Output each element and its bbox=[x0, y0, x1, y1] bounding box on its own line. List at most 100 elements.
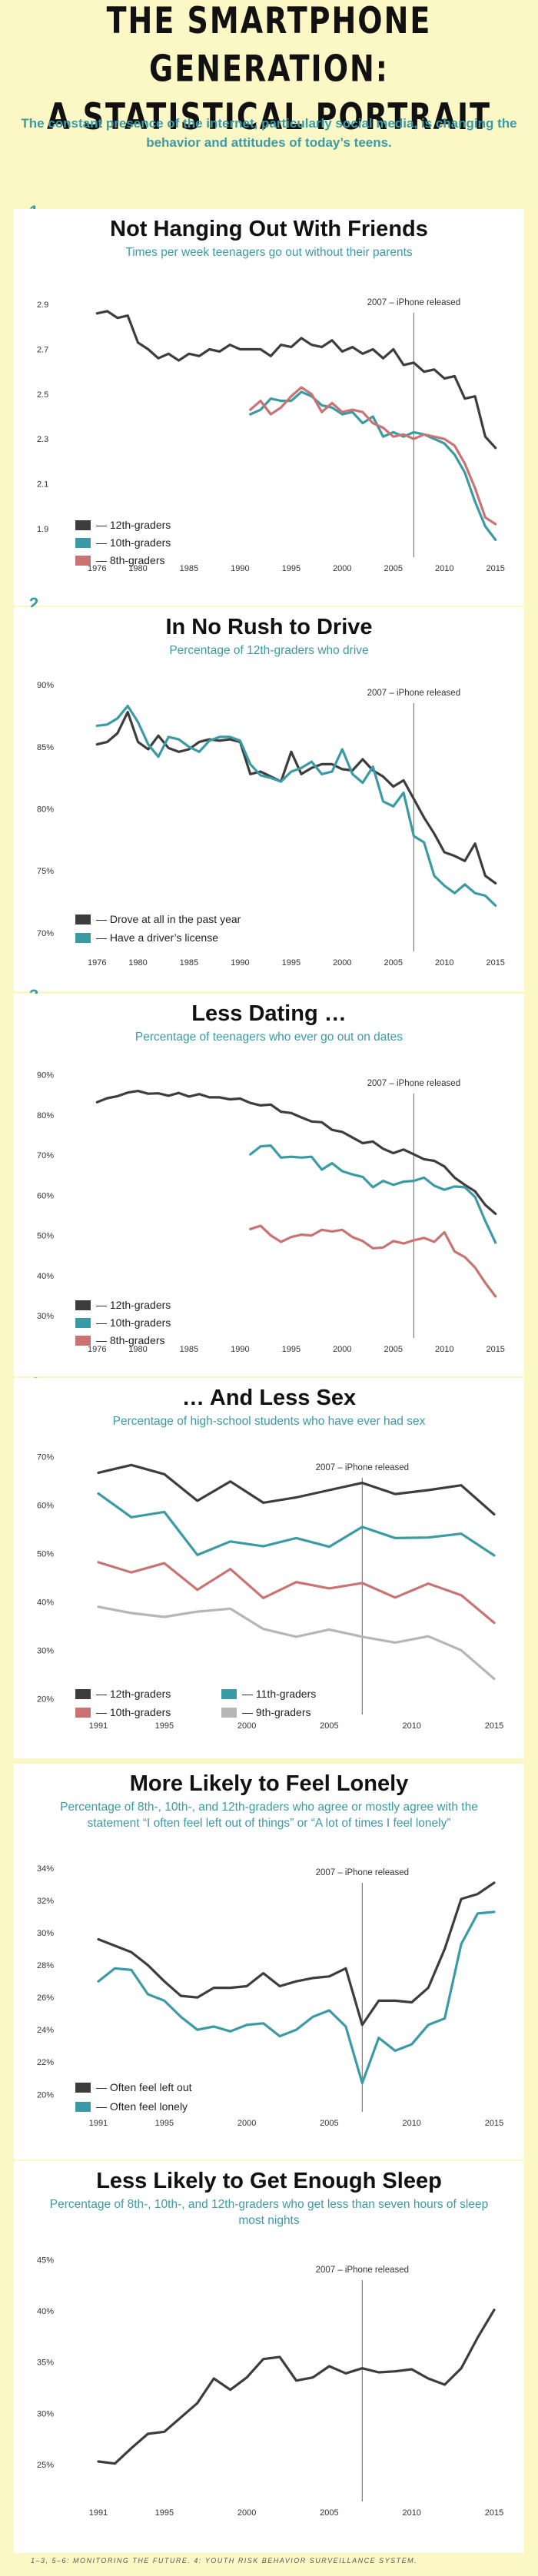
legend-label: — Drove at all in the past year bbox=[96, 913, 241, 925]
series-line bbox=[249, 1144, 497, 1244]
x-tick-label: 1976 bbox=[88, 958, 106, 968]
x-tick-label: 1995 bbox=[155, 2119, 174, 2128]
y-tick-label: 85% bbox=[37, 743, 54, 752]
x-tick-label: 1995 bbox=[282, 564, 301, 573]
x-tick-label: 1991 bbox=[89, 1721, 108, 1731]
y-tick-label: 20% bbox=[37, 1695, 54, 1704]
chart-panel: Not Hanging Out With Friends Times per we… bbox=[14, 209, 524, 606]
x-tick-label: 2000 bbox=[333, 1345, 351, 1354]
y-tick-label: 70% bbox=[37, 1453, 54, 1462]
x-tick-label: 2005 bbox=[384, 1345, 403, 1354]
series-line bbox=[95, 704, 497, 907]
y-tick-label: 45% bbox=[37, 2256, 54, 2265]
y-tick-label: 24% bbox=[37, 2026, 54, 2035]
x-tick-label: 2005 bbox=[384, 958, 403, 968]
x-tick-label: 1991 bbox=[89, 2508, 108, 2518]
chart-panel: More Likely to Feel Lonely Percentage of … bbox=[14, 1764, 524, 2159]
legend-label: — Have a driver’s license bbox=[96, 931, 218, 944]
legend-swatch bbox=[75, 1300, 91, 1310]
x-tick-label: 1985 bbox=[180, 564, 198, 573]
y-tick-label: 40% bbox=[37, 1598, 54, 1607]
y-tick-label: 30% bbox=[37, 1312, 54, 1321]
y-tick-label: 40% bbox=[37, 2307, 54, 2316]
chart-svg: 70% 75% 80% 85% 90% 1976 1980 1985 1990 1995 2000 2… bbox=[37, 681, 505, 968]
y-tick-label: 22% bbox=[37, 2058, 54, 2067]
legend-swatch bbox=[75, 1318, 91, 1328]
x-tick-label: 2005 bbox=[320, 1721, 338, 1731]
legend-label: — 12th-graders bbox=[96, 519, 171, 531]
y-tick-label: 2.7 bbox=[37, 346, 48, 355]
chart-subtitle: Times per week teenagers go out without … bbox=[125, 246, 413, 259]
y-tick-label: 2.9 bbox=[37, 300, 48, 310]
iphone-release-annotation: 2007 – iPhone released bbox=[367, 689, 461, 698]
legend-swatch bbox=[75, 1708, 91, 1718]
chart-panel: In No Rush to Drive Percentage of 12th-gr… bbox=[14, 607, 524, 991]
x-tick-label: 2010 bbox=[435, 1345, 453, 1354]
x-tick-label: 2010 bbox=[402, 2119, 420, 2128]
y-tick-label: 35% bbox=[37, 2359, 54, 2368]
x-tick-label: 2000 bbox=[333, 564, 351, 573]
legend-swatch bbox=[221, 1708, 237, 1718]
chart-svg: 30% 40% 50% 60% 70% 80% 90% 1976 1980 1985 1990 199… bbox=[37, 1071, 505, 1354]
y-tick-label: 30% bbox=[37, 1646, 54, 1655]
x-tick-label: 1980 bbox=[128, 1345, 147, 1354]
legend-swatch bbox=[221, 1689, 237, 1699]
y-tick-label: 60% bbox=[37, 1191, 54, 1200]
chart-title: In No Rush to Drive bbox=[165, 615, 373, 639]
x-tick-label: 1980 bbox=[128, 564, 147, 573]
chart-svg: 25% 30% 35% 40% 45% 1991 1995 2000 2005 2010 2015 2… bbox=[37, 2256, 503, 2518]
chart-svg: 1.9 2.1 2.3 2.5 2.7 2.9 1976 1980 1985 1990 1995 20… bbox=[37, 298, 505, 573]
chart-subtitle: Percentage of high-school students who h… bbox=[112, 1415, 426, 1428]
chart-title: … And Less Sex bbox=[181, 1386, 357, 1410]
x-tick-label: 2010 bbox=[435, 958, 453, 968]
x-tick-label: 2015 bbox=[486, 564, 504, 573]
x-tick-label: 2000 bbox=[237, 2119, 256, 2128]
legend-swatch bbox=[75, 2083, 91, 2093]
chart-title: More Likely to Feel Lonely bbox=[129, 1771, 409, 1796]
series-line bbox=[97, 1561, 496, 1625]
legend-label: — 10th-graders bbox=[96, 1706, 171, 1718]
series-line bbox=[97, 1605, 496, 1681]
y-tick-label: 30% bbox=[37, 2409, 54, 2418]
legend-label: — 9th-graders bbox=[242, 1706, 311, 1718]
y-tick-label: 2.5 bbox=[37, 390, 48, 400]
x-tick-label: 1980 bbox=[128, 958, 147, 968]
iphone-release-annotation: 2007 – iPhone released bbox=[316, 1868, 410, 1877]
main-title-line2: A STATISTICAL PORTRAIT bbox=[46, 95, 492, 138]
x-tick-label: 2000 bbox=[237, 1721, 256, 1731]
legend-label: — Often feel left out bbox=[96, 2081, 192, 2093]
y-tick-label: 25% bbox=[37, 2461, 54, 2470]
chart-subtitle: Percentage of 12th-graders who drive bbox=[169, 644, 369, 657]
x-tick-label: 2010 bbox=[402, 2508, 420, 2518]
chart-svg: 20% 22% 24% 26% 28% 30% 32% 34% 1991 1995 2000 2005… bbox=[37, 1864, 503, 2128]
x-tick-label: 1995 bbox=[155, 2508, 174, 2518]
y-tick-label: 28% bbox=[37, 1961, 54, 1970]
x-tick-label: 2005 bbox=[384, 564, 403, 573]
x-tick-label: 2015 bbox=[486, 1345, 504, 1354]
x-tick-label: 1976 bbox=[88, 564, 106, 573]
x-tick-label: 1985 bbox=[180, 1345, 198, 1354]
main-subtitle: The constant presence of the internet, p… bbox=[21, 116, 517, 150]
legend-swatch bbox=[75, 933, 91, 943]
iphone-release-annotation: 2007 – iPhone released bbox=[367, 1079, 461, 1088]
legend-swatch bbox=[75, 1689, 91, 1699]
chart-panel: … And Less Sex Percentage of high-school … bbox=[14, 1378, 524, 1758]
x-tick-label: 1990 bbox=[231, 958, 249, 968]
iphone-release-annotation: 2007 – iPhone released bbox=[316, 2266, 410, 2275]
series-line bbox=[97, 1492, 496, 1557]
y-tick-label: 40% bbox=[37, 1272, 54, 1281]
x-tick-label: 2000 bbox=[237, 2508, 256, 2518]
y-tick-label: 34% bbox=[37, 1864, 54, 1874]
y-tick-label: 70% bbox=[37, 1151, 54, 1160]
series-line bbox=[95, 1089, 497, 1215]
series-line bbox=[249, 386, 497, 526]
y-tick-label: 80% bbox=[37, 1111, 54, 1120]
chart-title: Less Likely to Get Enough Sleep bbox=[96, 2169, 442, 2193]
x-tick-label: 2015 bbox=[485, 2119, 503, 2128]
y-tick-label: 2.1 bbox=[37, 480, 48, 490]
legend-label: — 11th-graders bbox=[242, 1688, 316, 1700]
y-tick-label: 90% bbox=[37, 1071, 54, 1081]
x-tick-label: 1990 bbox=[231, 564, 249, 573]
chart-title: Less Dating … bbox=[191, 1001, 347, 1026]
